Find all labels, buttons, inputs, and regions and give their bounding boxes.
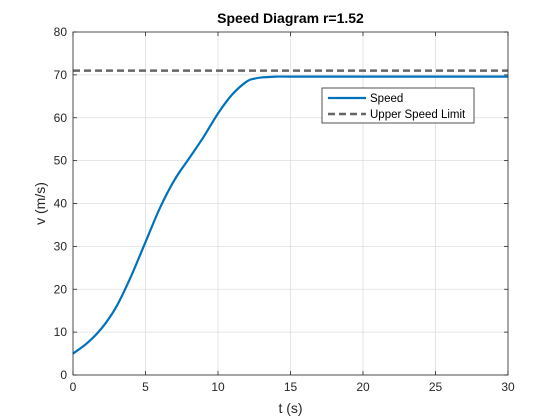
y-tick-label: 80: [54, 25, 68, 39]
y-tick-label: 10: [54, 325, 68, 339]
series-line-speed: [72, 75, 508, 355]
legend-label-speed: Speed: [370, 93, 403, 105]
x-tick-label: 0: [70, 380, 77, 394]
y-tick-label: 40: [54, 197, 68, 211]
y-tick-label: 0: [60, 368, 67, 382]
y-tick-label: 20: [54, 282, 68, 296]
axis-ticks: 0 5 10 15 20 25 30 0 10 20 30 40 50 60 70 80: [54, 25, 515, 394]
series-layer: [72, 69, 508, 355]
y-axis-label: v (m/s): [32, 182, 48, 225]
legend: Speed Upper Speed Limit: [321, 87, 475, 124]
x-tick-label: 25: [429, 380, 443, 394]
y-tick-label: 60: [54, 111, 68, 125]
x-axis-label: t (s): [278, 400, 302, 416]
legend-label-upper-speed-limit: Upper Speed Limit: [370, 109, 466, 121]
chart-title: Speed Diagram r=1.52: [217, 10, 364, 26]
x-tick-label: 15: [284, 380, 298, 394]
y-tick-label: 30: [54, 239, 68, 253]
x-tick-label: 10: [211, 380, 225, 394]
x-tick-label: 30: [501, 380, 515, 394]
x-tick-label: 5: [142, 380, 149, 394]
legend-box: [321, 87, 475, 124]
y-tick-label: 50: [54, 154, 68, 168]
x-tick-label: 20: [356, 380, 370, 394]
y-tick-label: 70: [54, 68, 68, 82]
